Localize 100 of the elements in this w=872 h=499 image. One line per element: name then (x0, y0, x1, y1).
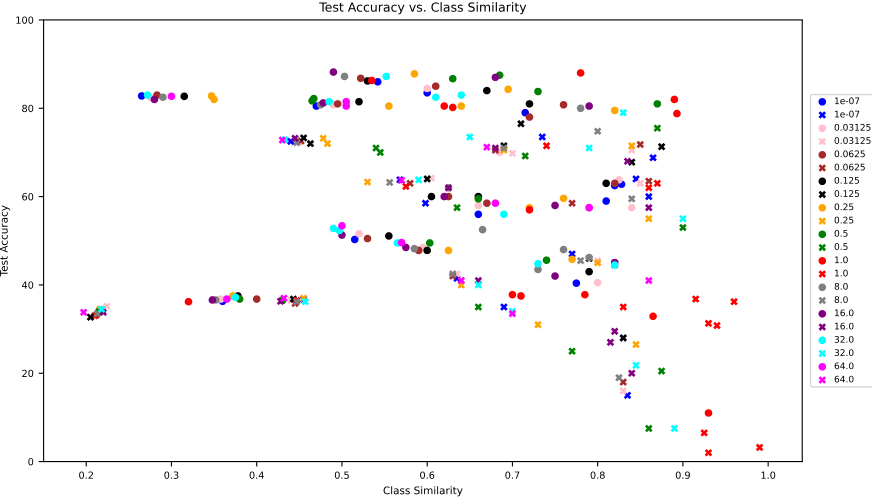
point (324, 140, 332, 148)
point (168, 92, 176, 100)
point (355, 230, 363, 238)
point (534, 88, 542, 96)
point (517, 120, 525, 128)
point (440, 192, 448, 200)
point (278, 136, 286, 144)
y-tick-label: 80 (22, 104, 34, 112)
point (585, 268, 593, 276)
point (492, 144, 500, 152)
point (632, 362, 640, 370)
point (426, 239, 434, 247)
legend-label: 1e-07 (835, 110, 860, 118)
point (310, 94, 318, 102)
point (610, 106, 619, 114)
point (526, 206, 534, 214)
point (483, 143, 491, 151)
y-tick-label: 0 (28, 458, 34, 466)
point (306, 140, 314, 148)
point (572, 279, 580, 287)
point (301, 298, 310, 306)
legend-label: 0.03125 (834, 137, 871, 144)
point (713, 322, 721, 330)
point (150, 96, 158, 104)
point (606, 338, 614, 346)
point (645, 424, 653, 432)
point (568, 256, 576, 264)
point (508, 150, 516, 158)
point (581, 290, 589, 298)
legend-label: 0.5 (834, 243, 848, 250)
point (423, 175, 431, 183)
point (350, 236, 359, 244)
point (619, 387, 628, 395)
point (376, 148, 384, 156)
x-axis-title: Class Similarity (384, 486, 463, 496)
point (474, 210, 482, 218)
point (252, 295, 261, 303)
x-tick-label: 0.6 (420, 471, 434, 479)
point (398, 238, 406, 246)
point (466, 133, 474, 141)
point (756, 444, 764, 452)
point (474, 281, 482, 289)
point (670, 424, 678, 432)
point (448, 104, 457, 112)
point (645, 204, 653, 212)
point (645, 192, 653, 200)
x-tick-label: 0.5 (334, 471, 349, 479)
legend-label: 1.0 (835, 256, 848, 264)
legend-label: 64.0 (834, 362, 854, 370)
point (542, 256, 550, 264)
legend-label: 0.25 (834, 203, 854, 210)
point (576, 104, 584, 112)
point (551, 202, 559, 210)
point (440, 102, 448, 110)
point (474, 202, 482, 210)
point (410, 244, 418, 253)
x-tick-label: 0.8 (590, 471, 605, 479)
point (368, 76, 376, 84)
point (538, 133, 546, 141)
point (658, 367, 666, 375)
y-tick-label: 20 (22, 370, 34, 378)
point (386, 178, 394, 186)
point (86, 313, 94, 321)
point (159, 93, 167, 102)
point (184, 298, 192, 306)
point (602, 197, 610, 205)
y-tick-label: 60 (22, 193, 34, 200)
point (432, 93, 440, 102)
point (654, 124, 662, 132)
point (364, 234, 372, 242)
point (673, 110, 681, 118)
point (385, 232, 393, 240)
point (423, 84, 431, 92)
legend-label: 8.0 (834, 282, 848, 290)
point (492, 74, 500, 82)
y-axis-title: Test Accuracy (0, 205, 10, 276)
point (414, 176, 422, 184)
point (526, 113, 534, 121)
point (636, 180, 644, 188)
point (355, 98, 363, 106)
point (692, 295, 700, 303)
legend-label: 0.03125 (834, 124, 871, 131)
point (560, 246, 568, 254)
point (423, 246, 431, 254)
x-tick-label: 1.0 (761, 471, 776, 479)
point (585, 144, 593, 152)
point (602, 180, 610, 188)
point (453, 204, 461, 212)
legend-label: 0.25 (834, 216, 854, 224)
legend-label: 16.0 (835, 322, 854, 330)
point (521, 108, 530, 117)
point (704, 448, 712, 457)
point (619, 303, 628, 311)
point (534, 260, 542, 268)
point (649, 154, 657, 162)
point (330, 68, 338, 76)
x-tick-label: 0.2 (79, 471, 93, 479)
point (568, 347, 576, 355)
point (658, 142, 666, 151)
point (645, 214, 653, 222)
